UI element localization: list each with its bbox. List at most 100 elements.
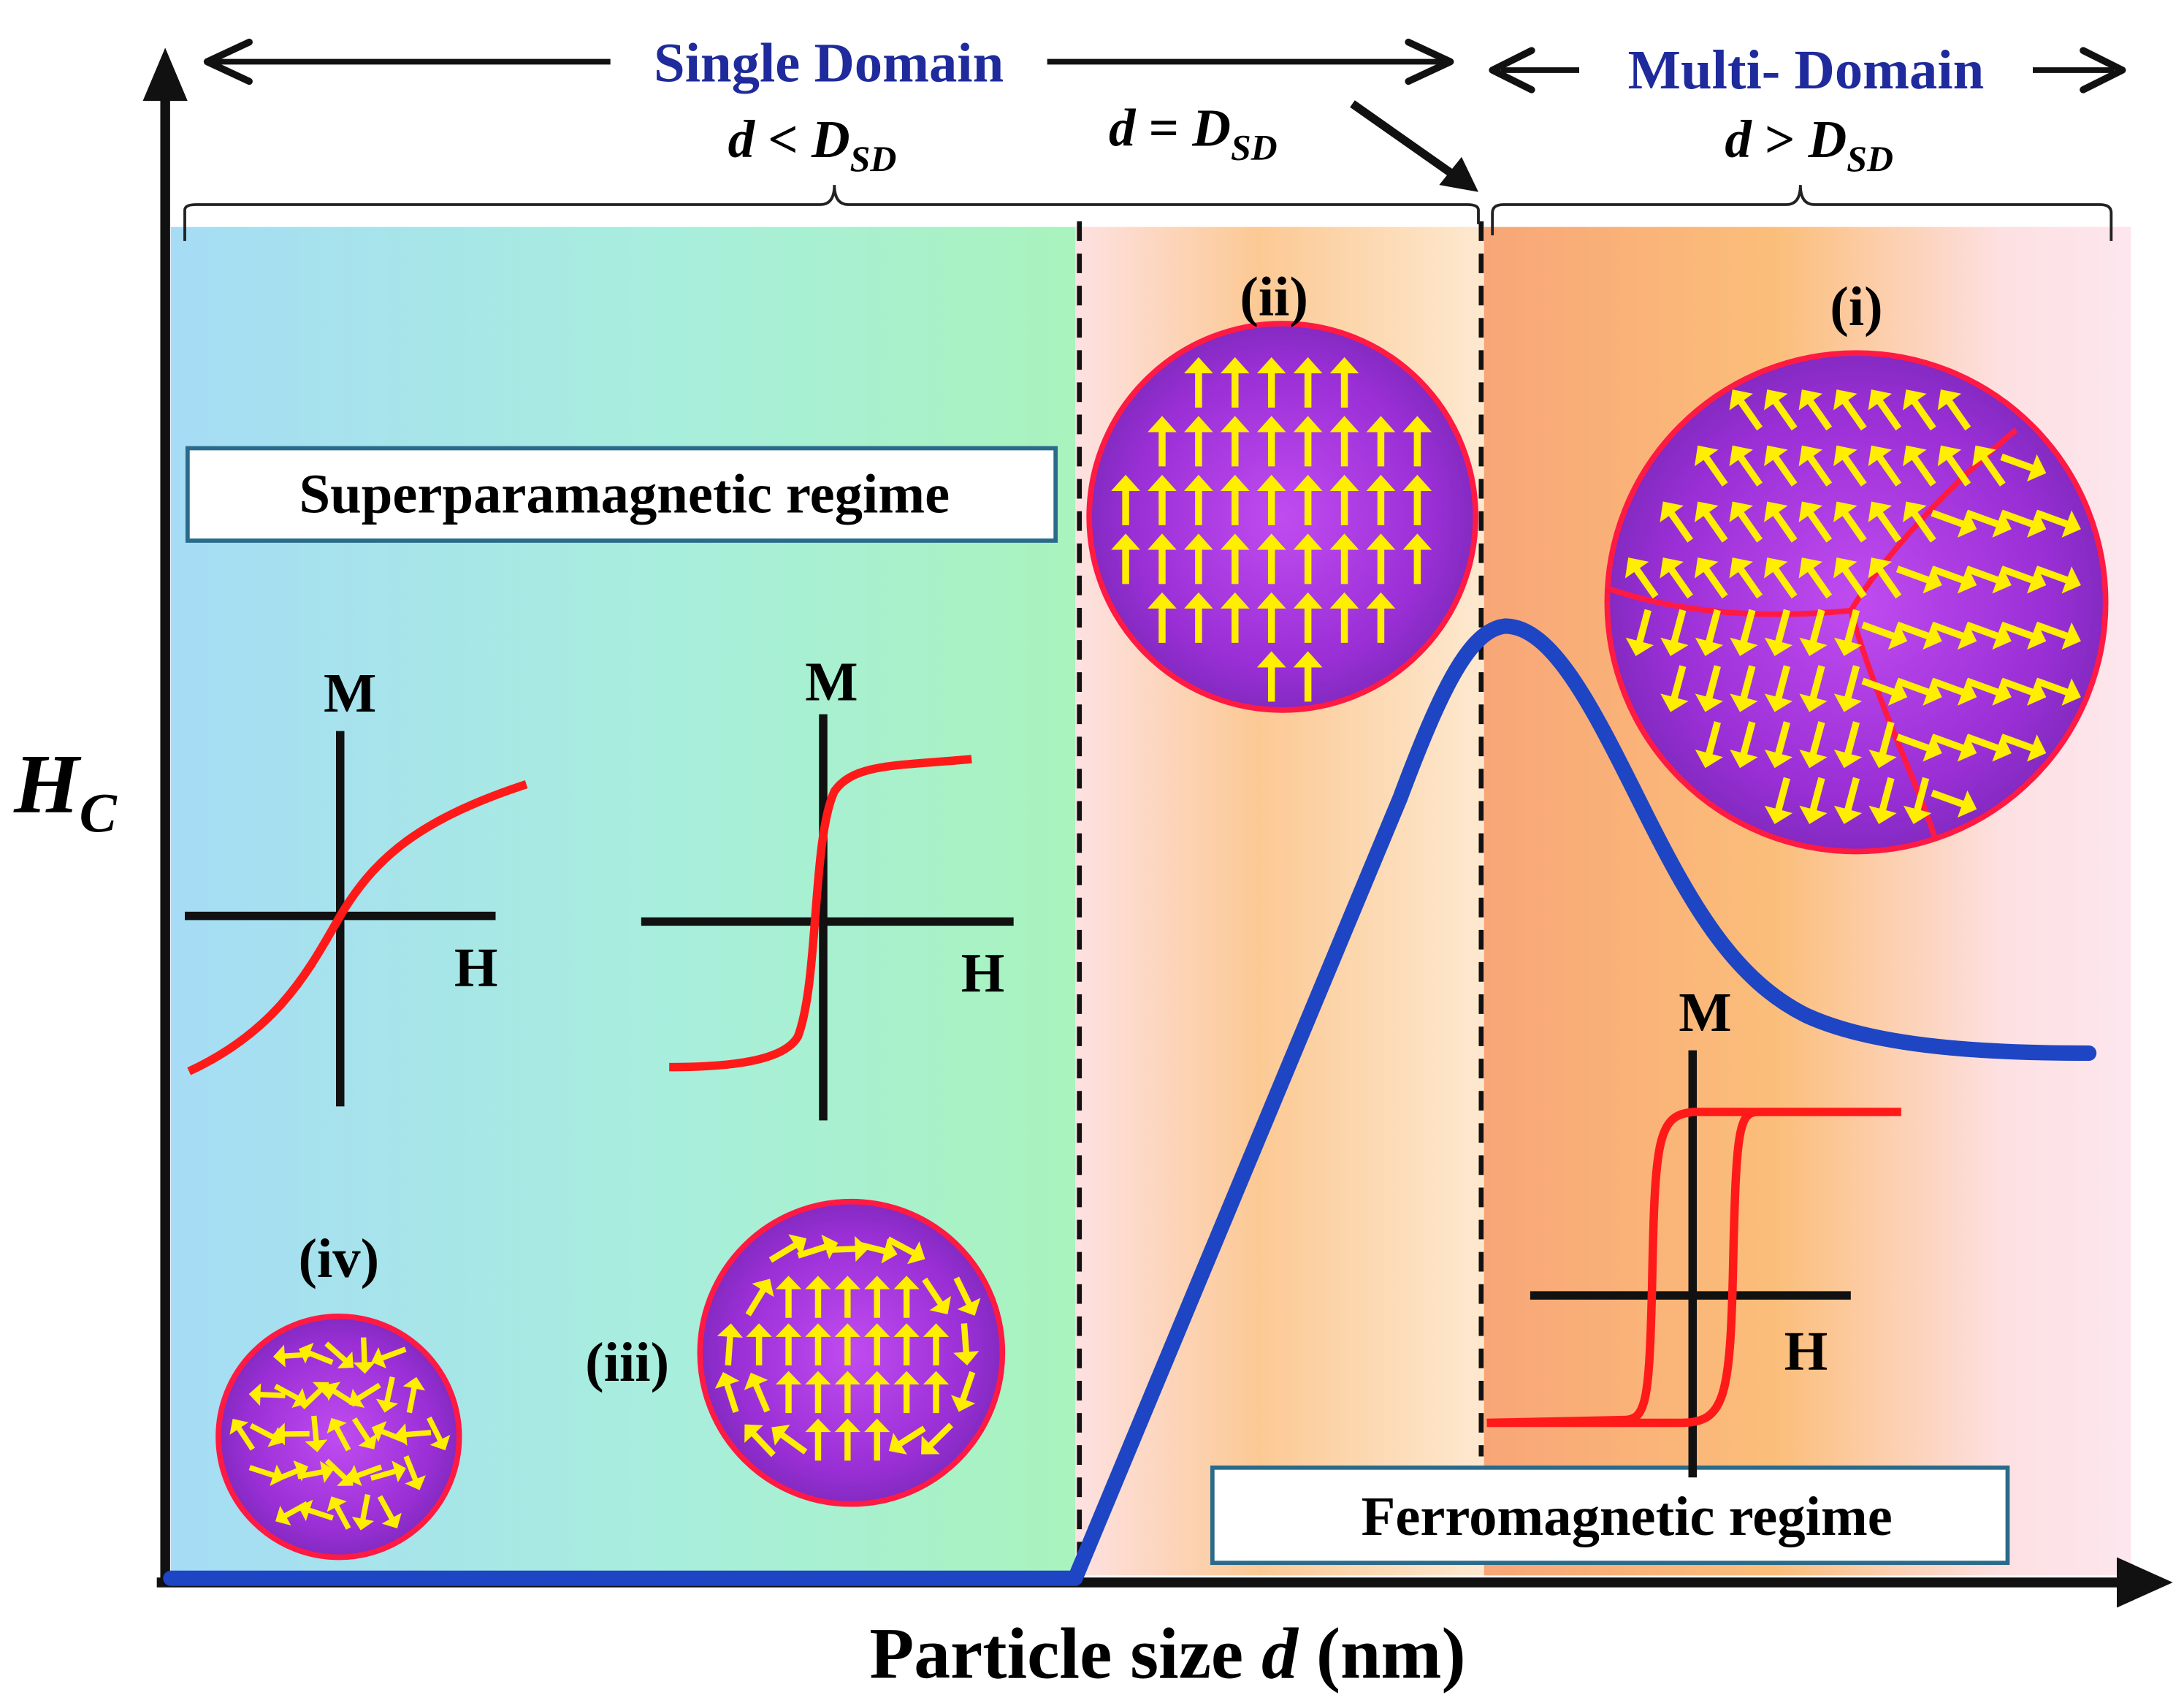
spin-arrow [805, 1323, 831, 1365]
particle-i-spins [1624, 389, 2081, 824]
spin-arrow [1293, 592, 1323, 643]
spin-arrow [298, 1499, 334, 1522]
spin-arrow [1931, 677, 1977, 706]
spin-arrow [1965, 621, 2012, 650]
condition-greater-than: d > DSD [1725, 110, 1893, 179]
y-axis-arrowhead [142, 47, 188, 102]
spin-arrow [834, 1276, 860, 1318]
particle-iv-spins [229, 1337, 451, 1531]
spin-arrow [1895, 677, 1942, 706]
mh-plot-superparamagnetic: M H [185, 662, 528, 1107]
spin-arrow [1293, 416, 1323, 467]
spin-arrow [1184, 474, 1213, 525]
spin-arrow [745, 1279, 774, 1317]
spin-arrow [921, 1422, 954, 1455]
spin-arrow [1903, 389, 1936, 431]
particle-iv-label: (iv) [298, 1227, 379, 1289]
particle-ii-spins [1111, 357, 1432, 702]
spin-arrow [1833, 665, 1863, 712]
spin-arrow [347, 1464, 383, 1487]
spin-arrow [300, 1382, 329, 1410]
single-domain-label: Single Domain [654, 31, 1004, 94]
spin-arrow [1764, 777, 1793, 824]
spin-arrow [1868, 777, 1897, 824]
spin-arrow [1293, 533, 1323, 584]
spin-arrow [1329, 592, 1359, 643]
spin-arrow [714, 1371, 740, 1413]
condition-equal: d = DSD [1109, 98, 1278, 167]
spin-arrow [2000, 509, 2047, 538]
particle-iii-spins [714, 1234, 981, 1461]
hysteresis-loop [1486, 1108, 1901, 1428]
spin-arrow [864, 1323, 890, 1365]
spin-arrow [1184, 357, 1213, 408]
spin-arrow [1256, 651, 1286, 702]
single-domain-arrowhead-left [203, 38, 253, 85]
spin-arrow [775, 1323, 802, 1365]
spin-arrow [403, 1455, 426, 1490]
spin-arrow [1931, 734, 1977, 762]
spin-arrow [1764, 721, 1793, 769]
spin-arrow [1366, 592, 1396, 643]
particle-iii-label: (iii) [585, 1331, 669, 1393]
particle-i-multi-domain [1604, 350, 2109, 855]
spin-arrow [1730, 721, 1758, 769]
spin-arrow [1256, 592, 1286, 643]
spin-arrow [1833, 721, 1863, 769]
spin-arrow [1625, 609, 1654, 656]
x-axis-label: Particle size d (nm) [869, 1612, 1465, 1694]
spin-arrow [893, 1371, 920, 1414]
spin-arrow [2000, 734, 2047, 762]
spin-arrow [744, 1372, 771, 1413]
coercivity-curve [163, 618, 2097, 1586]
spin-arrow [371, 1346, 407, 1369]
mh-plot1-h-label: H [454, 936, 498, 998]
spin-arrow [1148, 416, 1177, 467]
single-domain-arrowhead-right [1405, 38, 1454, 85]
spin-arrow [1895, 734, 1942, 762]
spin-arrow [305, 1415, 328, 1452]
spin-arrow [950, 1371, 976, 1412]
spin-arrow [923, 1371, 950, 1414]
spin-arrow [324, 1382, 357, 1407]
spin-arrow [1833, 389, 1867, 431]
spin-arrow [1256, 357, 1286, 408]
spin-arrow [1937, 389, 1971, 431]
condition-less-than: d < DSD [728, 110, 897, 179]
spin-arrow [2000, 677, 2047, 706]
spin-arrow [805, 1276, 831, 1318]
spin-arrow [2035, 509, 2081, 538]
spin-arrow [805, 1371, 831, 1414]
spin-arrow [1184, 416, 1213, 467]
spin-arrow [1329, 416, 1359, 467]
spin-arrow [717, 1323, 744, 1366]
spin-arrow [1729, 557, 1763, 599]
spin-arrow [775, 1276, 802, 1318]
spin-arrow [1220, 474, 1250, 525]
superparamagnetic-box: Superparamagnetic regime [185, 446, 1058, 543]
spin-arrow [1764, 665, 1793, 712]
spin-arrow [1694, 557, 1728, 599]
spin-arrow [351, 1417, 378, 1449]
spin-arrow [2035, 621, 2081, 650]
spin-arrow [1833, 501, 1867, 543]
spin-arrow [797, 1234, 839, 1260]
superparamagnetic-label: Superparamagnetic regime [299, 463, 950, 525]
x-axis-arrowhead [2117, 1557, 2173, 1608]
spin-arrow [1868, 501, 1902, 543]
spin-arrow [953, 1276, 981, 1316]
pointer-arrow-critical-size [1350, 100, 1459, 180]
spin-arrow [1366, 533, 1396, 584]
spin-arrow [1798, 557, 1833, 599]
particle-ii-single-domain [1086, 321, 1478, 713]
spin-arrow [1402, 533, 1432, 584]
spin-arrow [1972, 445, 2006, 487]
domain-wall-1 [1606, 585, 1852, 617]
spin-arrow [923, 1323, 950, 1365]
spin-arrow [771, 1425, 808, 1455]
particle-ii-label: (ii) [1240, 265, 1308, 327]
spin-arrow [272, 1344, 310, 1368]
spin-arrow [1931, 621, 1977, 650]
spin-arrow [1329, 474, 1359, 525]
spin-arrow [1965, 734, 2012, 762]
